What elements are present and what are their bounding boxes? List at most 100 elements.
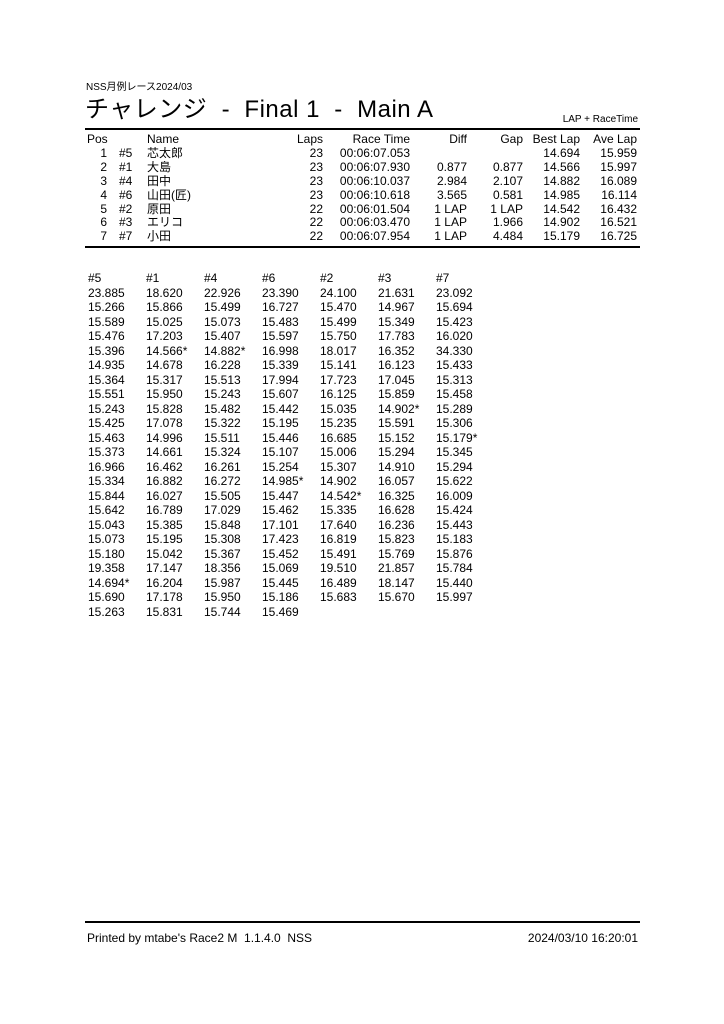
lap-row: 15.334 16.882 16.272 14.985* 14.902 16.057 15.…	[85, 474, 491, 489]
results-cell-ave_lap: 16.089	[600, 174, 637, 188]
lap-row: 15.642 16.789 17.029 15.462 15.335 16.628 15.4…	[85, 503, 491, 518]
lap-time-cell: 16.685	[320, 430, 357, 445]
lap-time-cell: 15.750	[320, 329, 357, 343]
lap-time-cell: 34.330	[436, 343, 473, 358]
lap-time-cell: 16.272	[204, 474, 241, 488]
results-cell-diff	[410, 147, 467, 161]
lap-time-cell: 14.661	[146, 445, 183, 459]
results-col-header-ave_lap: Ave Lap	[593, 133, 637, 146]
lap-time-cell: 14.910	[378, 459, 415, 474]
results-cell-pos: 4	[100, 188, 107, 202]
results-cell-car: #4	[119, 174, 133, 188]
lap-time-cell: 15.458	[436, 387, 473, 401]
results-cell-car: #3	[119, 216, 133, 230]
results-table: Pos Name Laps Race Time Diff Gap Best Lap Ave L…	[85, 133, 637, 244]
lap-time-cell: 14.996	[146, 430, 183, 445]
results-cell-diff: 2.984	[436, 174, 467, 188]
lap-time-cell: 15.186	[262, 590, 299, 604]
results-cell-pos: 3	[100, 174, 107, 188]
lap-row: 15.243 15.828 15.482 15.442 15.035 14.902* 15.…	[85, 402, 491, 417]
results-cell-car: #7	[119, 230, 133, 244]
lap-time-cell: 15.367	[204, 546, 241, 561]
lap-time-cell: 15.784	[436, 561, 473, 575]
lap-time-cell: 15.396	[88, 343, 125, 358]
page-title: チャレンジ - Final 1 - Main A	[85, 96, 434, 123]
results-cell-diff: 1 LAP	[434, 230, 467, 244]
lap-time-cell: 15.179*	[436, 430, 478, 445]
lap-time-cell: 15.324	[204, 445, 241, 459]
lap-time-cell: 22.926	[204, 285, 241, 300]
sheet-content: NSS月例レース2024/03 チャレンジ - Final 1 - Main A…	[85, 0, 640, 1024]
lap-time-cell: 14.678	[146, 358, 183, 372]
lap-row: 15.266 15.866 15.499 16.727 15.470 14.967 15.6…	[85, 300, 491, 315]
lap-time-cell: 15.349	[378, 314, 415, 329]
lap-time-cell: 15.345	[436, 445, 473, 459]
results-cell-car: #1	[119, 160, 133, 174]
lap-time-cell: 15.313	[436, 372, 473, 387]
results-cell-laps: 22	[309, 202, 323, 216]
lap-time-cell: 18.356	[204, 561, 241, 575]
lap-time-cell: 15.469	[262, 604, 299, 619]
event-subtitle: NSS月例レース2024/03	[86, 82, 193, 93]
title-divider	[85, 128, 640, 130]
results-cell-best_lap: 14.694	[543, 146, 580, 160]
results-cell-pos: 7	[100, 230, 107, 244]
lap-time-cell: 15.950	[146, 387, 183, 401]
lap-time-cell: 15.107	[262, 445, 299, 459]
results-cell-ave_lap: 16.725	[600, 230, 637, 244]
lap-time-cell: 16.009	[436, 488, 473, 503]
lap-time-cell: 17.994	[262, 372, 299, 387]
lap-time-cell: 16.325	[378, 488, 415, 503]
results-cell-car: #6	[119, 188, 133, 202]
results-cell-diff: 1 LAP	[434, 216, 467, 230]
lap-time-cell: 15.597	[262, 329, 299, 343]
lap-row: 15.043 15.385 15.848 17.101 17.640 16.236 15.4…	[85, 518, 491, 533]
lap-time-cell: 15.266	[88, 300, 125, 314]
lap-time-cell: 16.204	[146, 575, 183, 590]
lap-row: 15.373 14.661 15.324 15.107 15.006 15.294 15.3…	[85, 445, 491, 460]
lap-time-cell: 15.694	[436, 300, 473, 314]
lap-time-cell: 15.243	[88, 401, 125, 416]
lap-row: 15.263 15.831 15.744 15.469	[85, 605, 491, 620]
results-row: 4 #6 山田(匠) 23 00:06:10.618 3.565 0.581 14.985 16…	[85, 189, 637, 203]
results-divider	[85, 246, 640, 248]
lap-time-cell: 15.407	[204, 329, 241, 343]
lap-header-row: #5 #1 #4 #6 #2 #3 #7	[85, 271, 491, 286]
lap-time-cell: 15.642	[88, 503, 125, 517]
results-cell-race_time: 00:06:10.037	[339, 174, 410, 188]
lap-time-cell: 15.443	[436, 517, 473, 532]
lap-row: 15.463 14.996 15.511 15.446 16.685 15.152 15.1…	[85, 431, 491, 446]
footer-divider	[85, 921, 640, 923]
lap-time-cell: 15.183	[436, 532, 473, 546]
lap-time-cell: 15.823	[378, 532, 415, 546]
results-cell-name: 大島	[147, 160, 172, 174]
lap-time-cell: 15.339	[262, 358, 299, 372]
lap-time-cell: 15.440	[436, 575, 473, 590]
results-cell-diff: 0.877	[436, 160, 467, 174]
lap-time-cell: 15.463	[88, 430, 125, 445]
lap-time-cell: 15.433	[436, 358, 473, 372]
lap-time-cell: 15.263	[88, 604, 125, 619]
results-col-header-pos: Pos	[87, 133, 108, 146]
lap-time-cell: 14.566*	[146, 343, 188, 358]
lap-time-cell: 16.462	[146, 459, 183, 474]
results-cell-best_lap: 14.566	[543, 160, 580, 174]
results-row: 5 #2 原田 22 00:06:01.504 1 LAP 1 LAP 14.542 16.43…	[85, 203, 637, 217]
lap-time-cell: 15.322	[204, 416, 241, 430]
results-cell-best_lap: 14.882	[543, 174, 580, 188]
results-col-header-name: Name	[147, 133, 180, 146]
results-cell-pos: 6	[100, 216, 107, 230]
lap-time-cell: 24.100	[320, 285, 357, 300]
results-row: 1 #5 芯太郎 23 00:06:07.053 14.694 15.959	[85, 147, 637, 161]
results-row: 7 #7 小田 22 00:06:07.954 1 LAP 4.484 15.179 16.72…	[85, 230, 637, 244]
lap-time-cell: 15.373	[88, 445, 125, 459]
results-col-header-gap: Gap	[500, 133, 523, 146]
lap-time-cell: 15.385	[146, 517, 183, 532]
lap-row: 15.073 15.195 15.308 17.423 16.819 15.823 15.1…	[85, 532, 491, 547]
lap-time-cell: 15.844	[88, 488, 125, 503]
results-cell-best_lap: 14.542	[543, 202, 580, 216]
results-cell-race_time: 00:06:01.504	[339, 202, 410, 216]
lap-time-cell: 15.470	[320, 300, 357, 314]
lap-time-cell	[317, 605, 375, 620]
